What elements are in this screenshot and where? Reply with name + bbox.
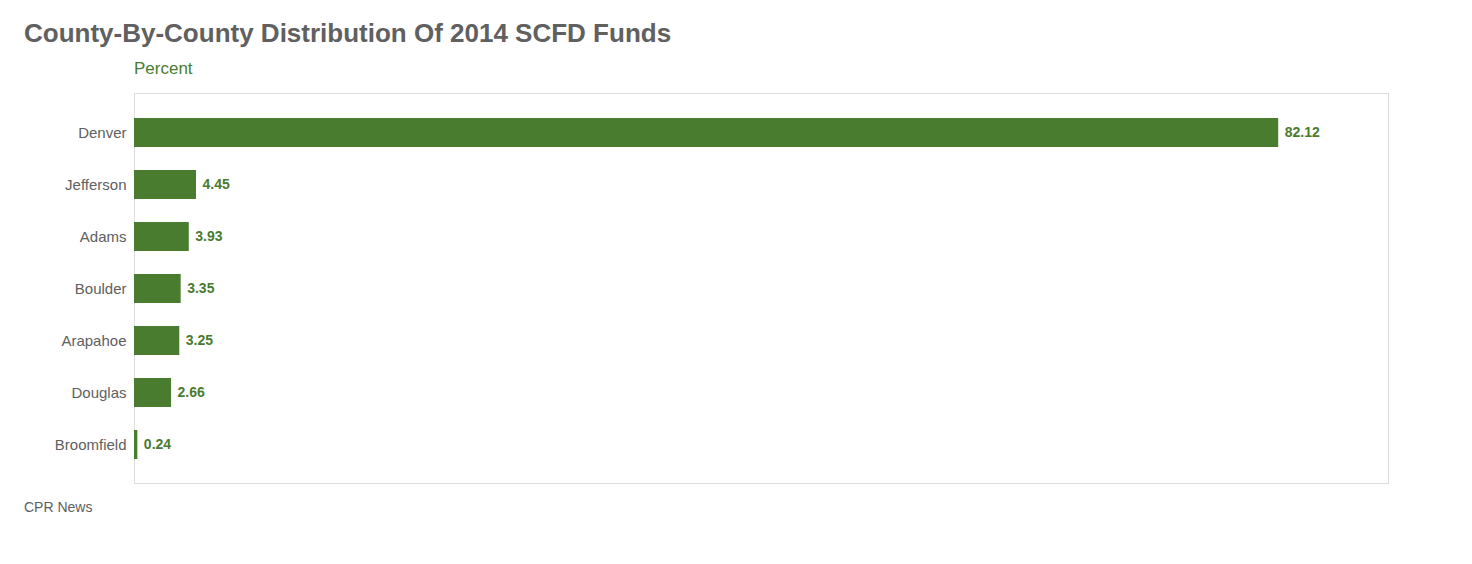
svg-text:Douglas: Douglas [71, 384, 126, 401]
svg-text:Jefferson: Jefferson [65, 176, 126, 193]
html-text:CPR News: CPR News [24, 499, 93, 515]
svg-text:2.66: 2.66 [178, 384, 205, 400]
svg-text:3.25: 3.25 [186, 332, 213, 348]
svg-text:4.45: 4.45 [203, 176, 230, 192]
svg-text:Denver: Denver [78, 124, 126, 141]
html-text:Percent: Percent [134, 59, 193, 78]
svg-text:Broomfield: Broomfield [55, 436, 127, 453]
svg-text:Adams: Adams [80, 228, 127, 245]
svg-text:82.12: 82.12 [1285, 124, 1320, 140]
svg-text:0.24: 0.24 [144, 436, 171, 452]
svg-text:3.35: 3.35 [187, 280, 214, 296]
html-text:County-By-County Distribution: County-By-County Distribution Of 2014 SC… [24, 18, 672, 48]
svg-text:3.93: 3.93 [195, 228, 222, 244]
svg-text:Arapahoe: Arapahoe [61, 332, 126, 349]
svg-text:Boulder: Boulder [75, 280, 127, 297]
